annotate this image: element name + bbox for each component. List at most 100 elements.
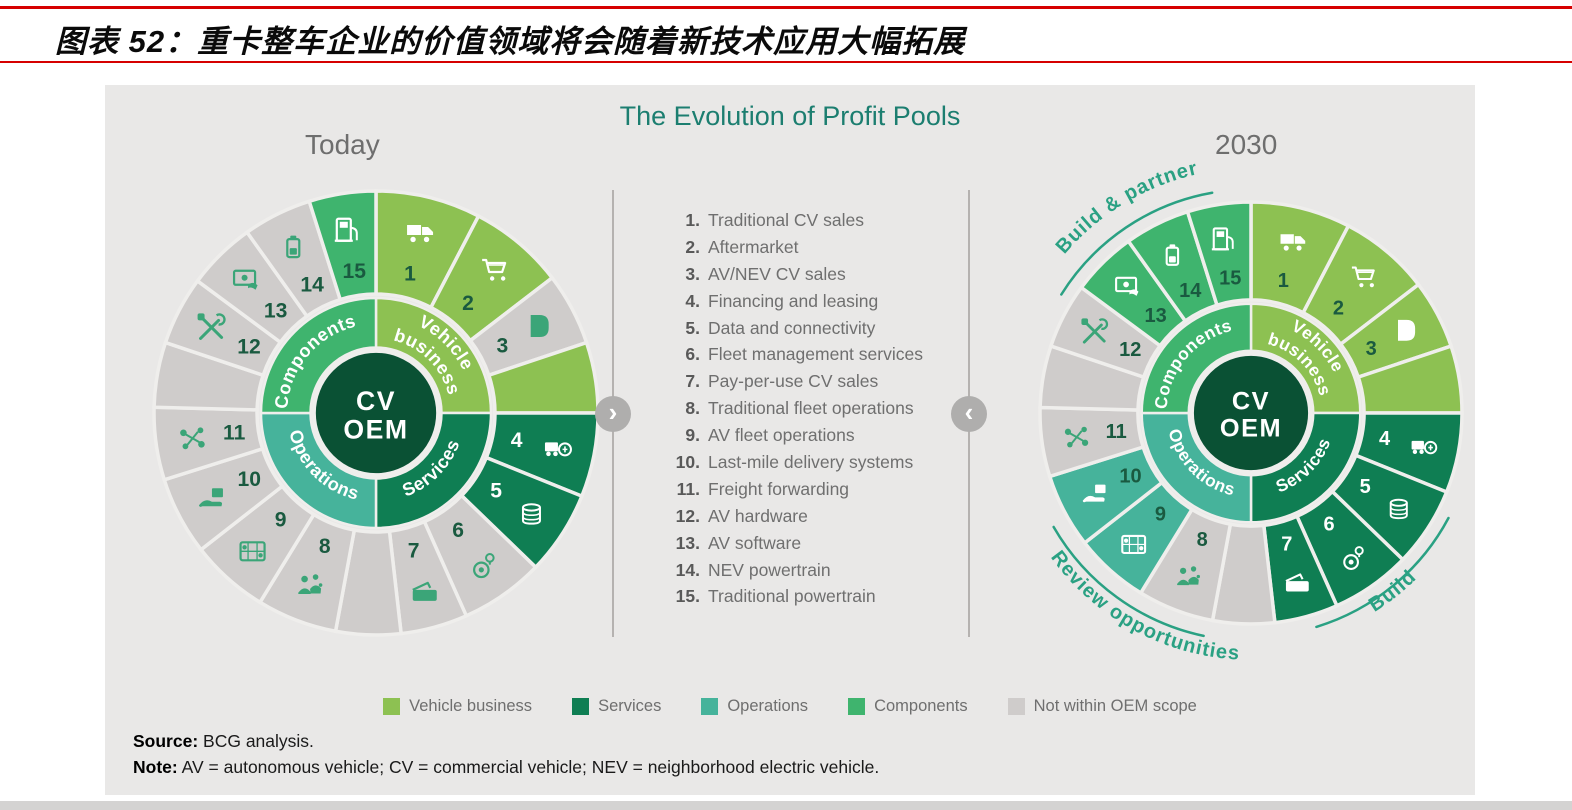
list-item-label: Pay-per-use CV sales xyxy=(708,371,879,392)
battery-icon xyxy=(286,235,301,259)
header-rule-bottom xyxy=(0,61,1572,63)
segment-number-8: 8 xyxy=(1197,529,1208,551)
network-icon xyxy=(180,427,205,450)
future-label: 2030 xyxy=(1215,129,1278,160)
figure-card: The Evolution of Profit Pools Today 2030… xyxy=(105,85,1475,795)
list-item: 12. AV hardware xyxy=(645,503,955,530)
cart-icon xyxy=(482,258,507,281)
arrow-left-icon: ‹ xyxy=(951,396,987,432)
list-item-label: Traditional CV sales xyxy=(708,209,864,230)
data-coins-icon xyxy=(521,503,541,525)
list-item-number: 7. xyxy=(685,371,700,392)
today-label: Today xyxy=(305,129,380,160)
segment-number-10: 10 xyxy=(1119,465,1141,487)
list-item-number: 1. xyxy=(685,209,700,230)
list-item-label: AV hardware xyxy=(708,505,808,526)
financing-icon xyxy=(544,442,572,457)
list-item-number: 3. xyxy=(685,263,700,284)
list-item: 1. Traditional CV sales xyxy=(645,207,955,234)
legend-swatch xyxy=(572,698,590,715)
segment-number-4: 4 xyxy=(511,429,523,452)
segment-number-9: 9 xyxy=(275,508,287,531)
profit-pool-list: 1. Traditional CV sales 2. Aftermarket 3. AV/… xyxy=(645,207,955,610)
center-circle xyxy=(311,348,441,478)
segment-number-8: 8 xyxy=(319,535,331,558)
mudflap-icon xyxy=(1398,319,1416,341)
list-item-label: Financing and leasing xyxy=(708,290,879,311)
segment-number-12: 12 xyxy=(1119,339,1141,361)
center-circle xyxy=(1189,351,1313,475)
legend-label: Services xyxy=(598,697,662,715)
list-item: 9. AV fleet operations xyxy=(645,422,955,449)
segment-number-15: 15 xyxy=(342,260,366,283)
segment-number-11: 11 xyxy=(1106,421,1127,443)
list-item: 7. Pay-per-use CV sales xyxy=(645,368,955,395)
list-item-number: 14. xyxy=(675,559,700,580)
list-item-number: 12. xyxy=(675,505,700,526)
data-coins-icon xyxy=(1389,498,1408,520)
fuel-pump-icon xyxy=(1211,227,1234,251)
center-label-line1: CV xyxy=(356,386,396,416)
legend-swatch xyxy=(1007,698,1025,715)
list-item-number: 13. xyxy=(675,532,700,553)
list-item-label: Fleet management services xyxy=(708,344,923,365)
note-text: AV = autonomous vehicle; CV = commercial… xyxy=(181,757,880,777)
segment-number-14: 14 xyxy=(1179,280,1202,302)
list-item-number: 2. xyxy=(685,236,700,257)
list-item-number: 5. xyxy=(685,317,700,338)
figure-title: The Evolution of Profit Pools xyxy=(619,101,961,131)
list-item-label: Aftermarket xyxy=(708,236,799,257)
legend-swatch xyxy=(383,698,401,715)
financing-icon xyxy=(1411,440,1438,455)
route-map-icon xyxy=(1121,534,1147,555)
legend-label: Not within OEM scope xyxy=(1033,697,1197,715)
segment-number-2: 2 xyxy=(1333,298,1344,320)
segment-number-3: 3 xyxy=(497,334,509,357)
wallet-icon xyxy=(412,581,437,601)
segment-number-7: 7 xyxy=(1281,533,1292,555)
list-item: 2. Aftermarket xyxy=(645,234,955,261)
legend-swatch xyxy=(701,698,719,715)
legend-label: Operations xyxy=(727,697,809,715)
list-item-label: Last-mile delivery systems xyxy=(708,451,914,472)
annotation-arc-review xyxy=(1052,525,1205,638)
tools-icon xyxy=(197,313,226,340)
list-item-label: Data and connectivity xyxy=(708,317,876,338)
list-item-label: AV fleet operations xyxy=(708,425,855,446)
source-line: Source: BCG analysis. xyxy=(133,731,314,752)
profit-wheel-today: Components VehiclebusinessServicesOperati… xyxy=(152,189,600,637)
mudflap-icon xyxy=(530,314,549,337)
list-item: 14. NEV powertrain xyxy=(645,557,955,584)
list-item-label: NEV powertrain xyxy=(708,559,831,580)
legend-item: Operations xyxy=(701,697,808,716)
quadrant-components xyxy=(1140,302,1253,415)
list-item-number: 15. xyxy=(675,586,700,607)
fleet-gauge-icon xyxy=(1343,546,1364,570)
tools-icon xyxy=(1081,318,1109,344)
segment-number-6: 6 xyxy=(452,519,464,542)
list-item: 3. AV/NEV CV sales xyxy=(645,261,955,288)
battery-icon xyxy=(1165,244,1180,266)
legend-item: Vehicle business xyxy=(383,697,532,716)
list-item: 10. Last-mile delivery systems xyxy=(645,449,955,476)
quadrant-services xyxy=(374,411,493,530)
annotation-arc-build xyxy=(1315,516,1450,629)
list-item-label: Traditional fleet operations xyxy=(708,398,914,419)
annotation-arc-build_partner xyxy=(1060,191,1214,296)
segment-number-5: 5 xyxy=(490,479,502,502)
legend-label: Components xyxy=(874,697,968,715)
segment-number-9: 9 xyxy=(1155,504,1166,526)
list-item-number: 11. xyxy=(676,478,700,499)
segment-15 xyxy=(307,189,378,302)
center-label-line2: OEM xyxy=(1220,415,1282,443)
list-item: 11. Freight forwarding xyxy=(645,476,955,503)
note-label: Note: xyxy=(133,757,178,777)
truck-icon xyxy=(407,224,434,243)
list-item: 5. Data and connectivity xyxy=(645,315,955,342)
route-map-icon xyxy=(239,541,266,562)
segment-number-2: 2 xyxy=(462,292,474,315)
fuel-pump-icon xyxy=(334,217,358,242)
segment-number-13: 13 xyxy=(1144,305,1166,327)
quadrant-operations xyxy=(1140,411,1253,524)
segment-number-10: 10 xyxy=(238,468,261,491)
